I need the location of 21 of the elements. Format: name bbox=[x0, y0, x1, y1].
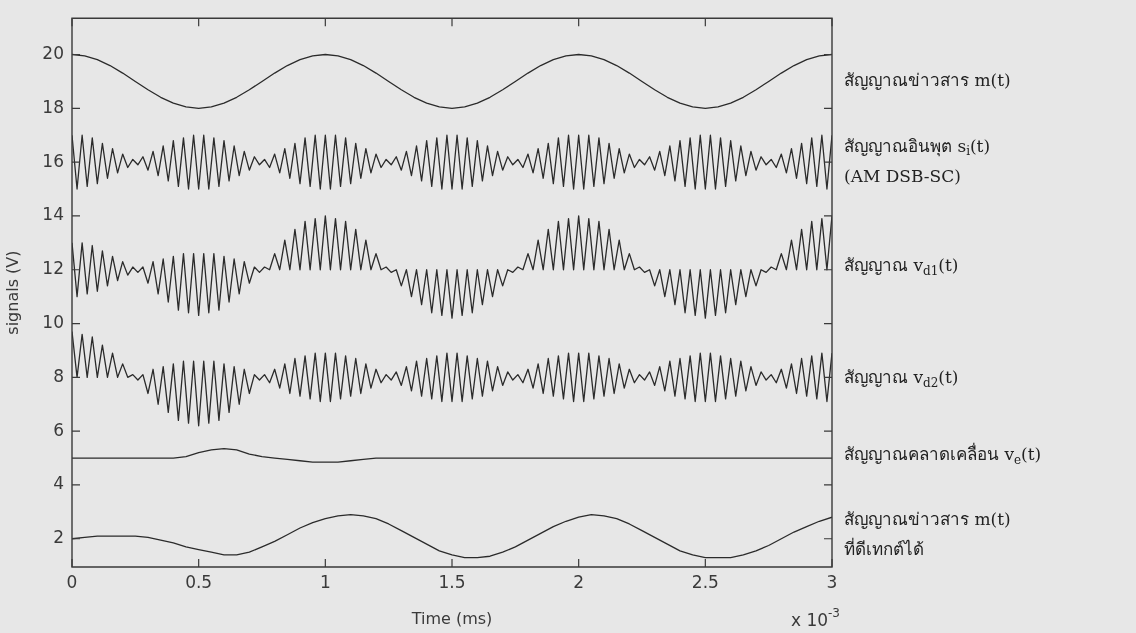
x-tick-label: 0 bbox=[66, 571, 78, 592]
x-axis-title: Time (ms) bbox=[410, 608, 493, 628]
y-tick-label: 18 bbox=[42, 96, 64, 117]
x-tick-label: 1 bbox=[319, 571, 331, 592]
y-tick-label: 4 bbox=[53, 473, 64, 494]
y-tick-label: 6 bbox=[53, 419, 64, 440]
series-label: สัญญาณข่าวสาร m(t) bbox=[844, 69, 1011, 90]
x-tick-label: 2 bbox=[573, 571, 585, 592]
y-axis-title: signals (V) bbox=[2, 250, 22, 335]
y-tick-label: 12 bbox=[42, 258, 64, 279]
x-tick-label: 2.5 bbox=[691, 571, 719, 592]
x-tick-label: 1.5 bbox=[438, 571, 466, 592]
y-tick-label: 16 bbox=[42, 150, 64, 171]
y-tick-label: 14 bbox=[42, 204, 64, 225]
y-tick-label: 2 bbox=[53, 527, 64, 548]
y-tick-label: 10 bbox=[42, 311, 64, 332]
y-tick-label: 20 bbox=[42, 42, 64, 63]
x-tick-label: 3 bbox=[826, 571, 838, 592]
y-tick-label: 8 bbox=[53, 365, 64, 386]
legend-label: สัญญาณข่าวสาร m(t) ที่ดีเทกต์ได้ bbox=[844, 509, 1011, 560]
x-tick-label: 0.5 bbox=[185, 571, 213, 592]
